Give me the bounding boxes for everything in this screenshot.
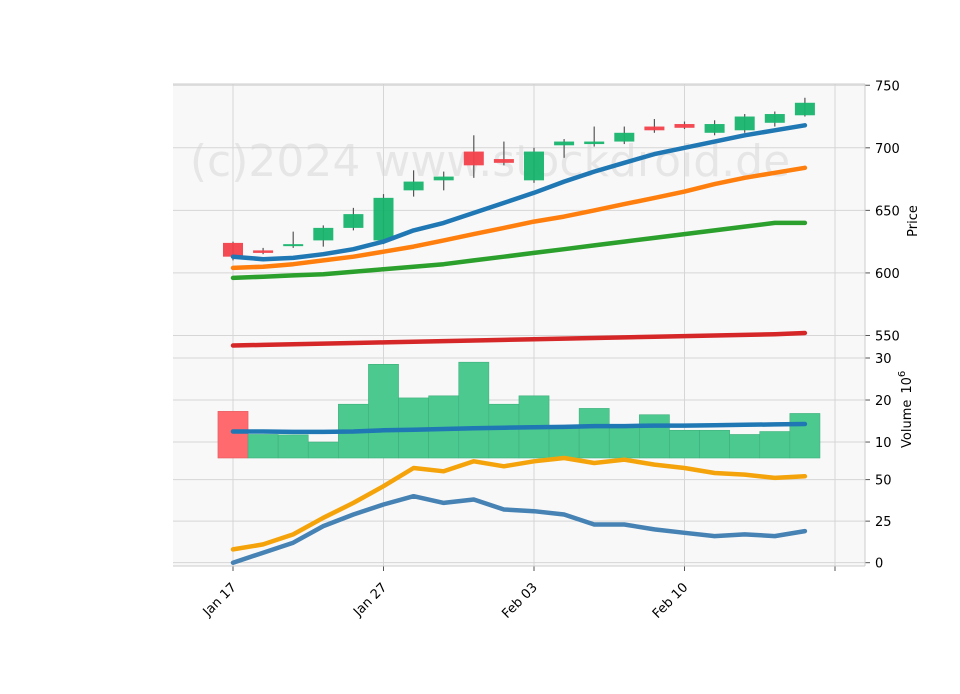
volume-bar (759, 431, 791, 459)
candle-body-up (283, 244, 304, 247)
volume-bar (488, 403, 520, 459)
candle-body-up (764, 114, 785, 123)
candle-body-up (433, 176, 454, 181)
y-tick-label-price: 700 (875, 142, 900, 157)
volume-bar (729, 434, 761, 459)
candle-body-down (493, 159, 514, 163)
panel-background-price (173, 84, 865, 358)
candle-body-up (794, 102, 815, 116)
candle-body-up (554, 141, 575, 146)
candle-body-up (704, 124, 725, 133)
volume-bar (608, 425, 640, 459)
y-tick-label-volume: 10 (875, 436, 892, 451)
volume-bar (789, 413, 821, 459)
y-tick-label-price: 550 (875, 329, 900, 344)
volume-bar (578, 408, 610, 459)
y-tick-label-indicator: 25 (875, 515, 892, 530)
y-tick-label-price: 650 (875, 204, 900, 219)
candle-body-down (223, 242, 243, 257)
volume-axis-title-text: Volume (900, 400, 915, 448)
x-tick-label: Jan 17 (200, 580, 240, 620)
x-tick-label: Feb 03 (499, 580, 541, 622)
moving-average-line-4 (230, 330, 808, 348)
y-tick-label-volume: 30 (875, 352, 892, 367)
volume-axis-title: Volume 106 (897, 371, 915, 448)
indicator-line-2 (230, 493, 808, 565)
candle-body-up (343, 214, 364, 228)
volume-bar (699, 429, 730, 459)
candle-body-up (403, 181, 424, 191)
candle-body-down (644, 126, 665, 131)
volume-average-line (230, 421, 808, 435)
y-tick-label-indicator: 0 (875, 557, 883, 572)
volume-bar (307, 441, 339, 459)
moving-average-line-1 (230, 123, 808, 262)
candle-body-up (734, 116, 755, 131)
price-axis-title: Price (906, 205, 921, 237)
volume-axis-exponent-base: 10 (900, 377, 915, 394)
candle-body-down (674, 124, 695, 128)
volume-bar (548, 427, 580, 459)
indicator-line-1 (230, 455, 808, 552)
volume-bar (368, 364, 399, 459)
candle-body-up (373, 197, 394, 241)
y-tick-label-indicator: 50 (875, 474, 892, 489)
candle-body-up (584, 141, 605, 145)
volume-axis-exponent-power: 6 (897, 371, 908, 377)
y-tick-label-price: 600 (875, 267, 900, 282)
candle-body-up (313, 227, 334, 241)
candle-body-up (524, 151, 544, 181)
candle-body-up (614, 132, 635, 142)
volume-bar (247, 434, 279, 459)
x-tick-label: Feb 10 (650, 580, 692, 622)
moving-average-line-2 (230, 165, 808, 271)
volume-bar (639, 414, 670, 459)
y-tick-label-volume: 20 (875, 394, 892, 409)
volume-bar (217, 411, 249, 459)
candle-body-down (463, 151, 484, 166)
x-tick-label: Jan 27 (350, 580, 390, 620)
volume-bar (277, 434, 309, 459)
y-tick-label-price: 750 (875, 79, 900, 94)
candle-body-down (253, 250, 274, 253)
volume-bar (458, 361, 490, 459)
volume-bar (669, 429, 700, 459)
moving-average-line-3 (230, 220, 808, 281)
